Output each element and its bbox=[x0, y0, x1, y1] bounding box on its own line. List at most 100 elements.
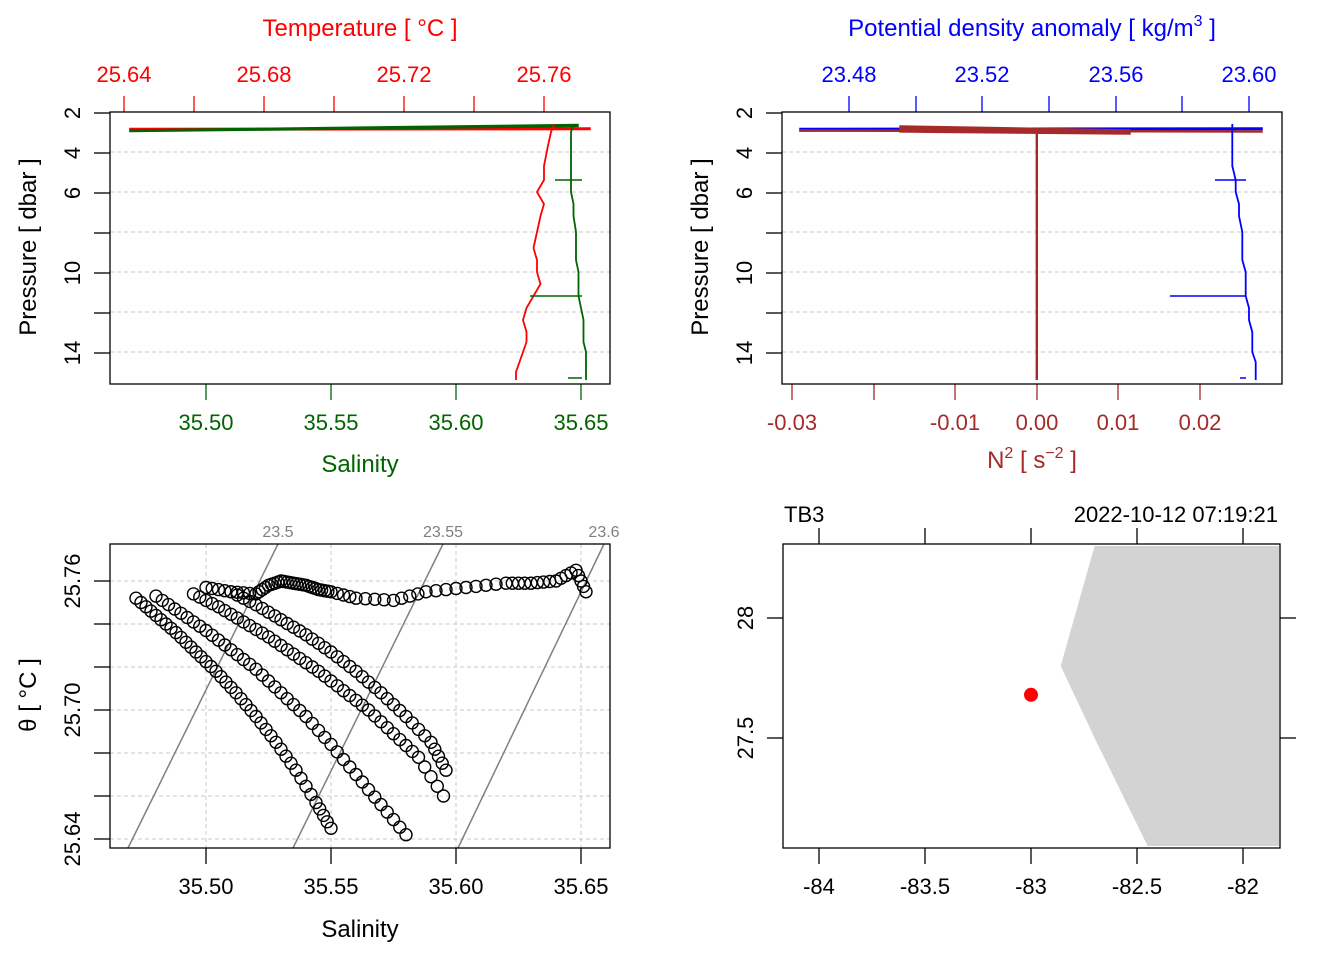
scatter-point bbox=[386, 593, 401, 608]
scatter-point bbox=[349, 767, 363, 782]
lon-tick-label: -83 bbox=[1015, 874, 1047, 899]
pressure-tick-label: 2 bbox=[60, 107, 85, 119]
panel-ts-diagram: 23.5 23.55 23.6 35.50 35.55 35.60 35.65 Sa… bbox=[15, 524, 620, 943]
scatter-point bbox=[316, 808, 331, 823]
density-profile-line bbox=[1231, 124, 1257, 380]
scatter-point bbox=[159, 617, 173, 631]
theta-ticks: 25.64 25.70 25.76 bbox=[60, 553, 110, 867]
scatter-point bbox=[429, 584, 443, 598]
lon-ticks: -84 -83.5 -83 -82.5 -82 bbox=[803, 848, 1259, 899]
lon-tick-label: -84 bbox=[803, 874, 835, 899]
scatter-point bbox=[211, 582, 226, 597]
scatter-point bbox=[305, 716, 319, 731]
lat-ticks: 27.5 28 bbox=[733, 606, 1296, 760]
salinity-tick-label: 35.55 bbox=[303, 874, 358, 899]
scatter-point bbox=[430, 779, 444, 793]
scatter-point bbox=[349, 591, 363, 605]
scatter-point bbox=[204, 659, 218, 674]
scatter-point bbox=[418, 760, 432, 774]
n2-tick-label: -0.03 bbox=[767, 410, 817, 435]
scatter-point bbox=[205, 581, 219, 596]
scatter-point bbox=[193, 590, 207, 604]
scatter-point bbox=[284, 756, 298, 770]
station-label: TB3 bbox=[784, 502, 824, 527]
scatter-point bbox=[311, 723, 326, 738]
panel-density-n2-profile: Potential density anomaly [ kg/m3 ] 23.4… bbox=[687, 13, 1283, 474]
pressure-tick-label: 10 bbox=[60, 261, 85, 285]
scatter-point bbox=[368, 592, 382, 606]
scatter-point bbox=[199, 593, 213, 608]
scatter-point bbox=[164, 621, 178, 635]
scatter-point bbox=[479, 578, 493, 592]
scatter-point bbox=[249, 622, 263, 637]
theta-axis-title: θ [ °C ] bbox=[15, 658, 42, 732]
density-ticks: 23.48 23.52 23.56 23.60 bbox=[821, 62, 1277, 112]
lon-top-ticks bbox=[818, 528, 1244, 544]
pressure-tick-label: 2 bbox=[732, 107, 757, 119]
scatter-point bbox=[249, 598, 263, 612]
scatter-point bbox=[274, 742, 288, 756]
theta-tick-label: 25.76 bbox=[60, 553, 85, 608]
n2-tick-label: 0.02 bbox=[1179, 410, 1222, 435]
scatter-point bbox=[399, 828, 413, 842]
plot-frame bbox=[109, 543, 611, 849]
scatter-point bbox=[435, 756, 449, 770]
scatter-point bbox=[361, 782, 376, 797]
pressure-tick-label: 14 bbox=[60, 341, 85, 365]
scatter-point bbox=[205, 596, 219, 611]
lat-tick-label: 27.5 bbox=[733, 717, 758, 760]
lon-tick-label: -82 bbox=[1227, 874, 1259, 899]
scatter-point bbox=[269, 735, 283, 749]
temperature-tick-label: 25.68 bbox=[236, 62, 291, 87]
pressure-axis-title: Pressure [ dbar ] bbox=[687, 158, 714, 335]
panel-station-map: TB3 2022-10-12 07:19:21 -84 -83.5 -83 -8… bbox=[733, 502, 1296, 899]
salinity-axis-title: Salinity bbox=[321, 451, 398, 478]
isopycnal-label: 23.6 bbox=[588, 524, 619, 541]
scatter-point bbox=[320, 815, 334, 829]
scatter-point bbox=[489, 577, 503, 591]
scatter-point bbox=[374, 797, 388, 812]
scatter-point bbox=[411, 750, 426, 764]
temperature-tick-label: 25.76 bbox=[516, 62, 571, 87]
scatter-point bbox=[403, 589, 417, 603]
scatter-point bbox=[386, 812, 401, 827]
scatter-point bbox=[459, 580, 473, 595]
scatter-point bbox=[343, 760, 357, 774]
panel-ts-profile: Temperature [ °C ] 25.64 25.68 25.72 25.… bbox=[15, 15, 611, 478]
temperature-tick-label: 25.72 bbox=[376, 62, 431, 87]
scatter-point bbox=[324, 821, 338, 835]
station-marker[interactable] bbox=[1024, 687, 1038, 702]
pressure-tick-label: 6 bbox=[60, 187, 85, 199]
scatter-point bbox=[194, 650, 208, 664]
isopycnal-line bbox=[127, 543, 279, 849]
scatter-point bbox=[330, 745, 344, 759]
n2-ticks: -0.03 -0.01 0.00 0.01 0.02 bbox=[767, 384, 1221, 435]
scatter-point bbox=[419, 585, 433, 599]
scatter-point bbox=[144, 604, 158, 618]
scatter-point bbox=[318, 730, 332, 745]
scatter-point bbox=[368, 790, 382, 804]
density-axis-title: Potential density anomaly [ kg/m3 ] bbox=[848, 13, 1216, 42]
scatter-point bbox=[394, 591, 409, 605]
salinity-tick-label: 35.50 bbox=[178, 874, 233, 899]
scatter-point bbox=[169, 625, 183, 640]
pressure-tick-label: 10 bbox=[732, 261, 757, 285]
n2-axis-title: N2 [ s−2 ] bbox=[987, 445, 1077, 474]
theta-tick-label: 25.64 bbox=[60, 811, 85, 866]
pressure-tick-label: 4 bbox=[732, 147, 757, 159]
scatter-point bbox=[380, 805, 394, 819]
pressure-ticks: 2 4 6 10 14 bbox=[60, 107, 110, 365]
scatter-point bbox=[199, 654, 213, 669]
scatter-point bbox=[431, 749, 446, 763]
isopycnal-label: 23.5 bbox=[262, 524, 293, 541]
land-area bbox=[1060, 546, 1279, 846]
scatter-point bbox=[411, 587, 425, 601]
salinity-profile-line bbox=[570, 123, 587, 380]
density-tick-label: 23.52 bbox=[954, 62, 1009, 87]
scatter-point bbox=[261, 605, 276, 619]
pressure-tick-label: 14 bbox=[732, 341, 757, 365]
salinity-ticks: 35.50 35.55 35.60 35.65 bbox=[178, 384, 609, 435]
n2-tick-label: 0.01 bbox=[1097, 410, 1140, 435]
lon-tick-label: -82.5 bbox=[1112, 874, 1162, 899]
